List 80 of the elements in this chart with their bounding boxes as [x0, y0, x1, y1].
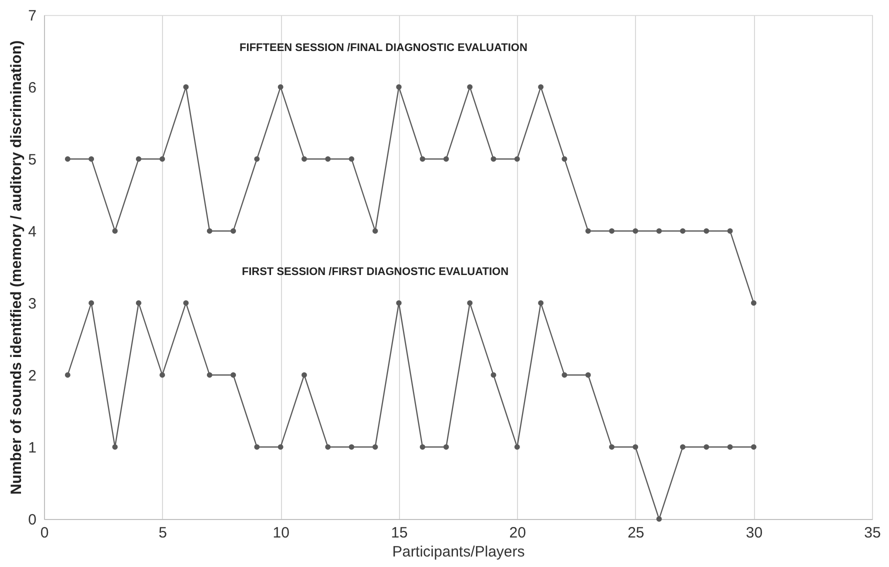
point: [206, 372, 212, 378]
point: [112, 444, 118, 450]
point: [348, 444, 354, 450]
point: [278, 444, 284, 450]
point: [680, 228, 686, 234]
point: [88, 156, 94, 162]
x-tick-label: 30: [746, 524, 763, 542]
point: [656, 228, 662, 234]
point: [443, 156, 449, 162]
point: [632, 228, 638, 234]
point: [680, 444, 686, 450]
x-tick-label: 5: [158, 524, 167, 542]
y-tick-label: 3: [28, 296, 36, 312]
point: [112, 228, 118, 234]
point: [278, 84, 284, 90]
point: [750, 300, 756, 306]
point: [490, 372, 496, 378]
point: [301, 372, 307, 378]
point: [467, 84, 473, 90]
point: [538, 84, 544, 90]
point: [727, 444, 733, 450]
point: [254, 444, 260, 450]
y-tick-label: 4: [28, 224, 36, 240]
point: [704, 228, 710, 234]
point: [538, 300, 544, 306]
point: [656, 516, 662, 522]
point: [514, 444, 520, 450]
y-tick-label: 2: [28, 368, 36, 384]
point: [64, 156, 70, 162]
point: [206, 228, 212, 234]
x-tick-label: 25: [628, 524, 644, 542]
point: [64, 372, 70, 378]
point: [136, 300, 142, 306]
point: [230, 228, 236, 234]
point: [609, 228, 615, 234]
y-tick-label: 0: [28, 512, 36, 528]
point: [750, 444, 756, 450]
point: [443, 444, 449, 450]
point: [396, 84, 402, 90]
point: [254, 156, 260, 162]
y-tick-label: 7: [28, 8, 36, 24]
point: [632, 444, 638, 450]
point: [325, 156, 331, 162]
y-tick-label: 5: [28, 152, 36, 168]
x-tick-label: 20: [509, 524, 526, 542]
point: [420, 444, 426, 450]
point: [704, 444, 710, 450]
point: [562, 372, 568, 378]
point: [160, 372, 166, 378]
point: [420, 156, 426, 162]
x-tick-label: 35: [864, 524, 881, 542]
point: [372, 228, 378, 234]
point: [88, 300, 94, 306]
point: [562, 156, 568, 162]
point: [372, 444, 378, 450]
annotation: FIFFTEEN SESSION /FINAL DIAGNOSTIC EVALUATION: [240, 42, 528, 54]
point: [514, 156, 520, 162]
x-tick-label: 15: [391, 524, 408, 542]
point: [467, 300, 473, 306]
x-tick-label: 0: [40, 524, 49, 542]
y-tick-label: 6: [28, 80, 36, 96]
point: [727, 228, 733, 234]
y-tick-label: 1: [28, 440, 36, 456]
point: [183, 84, 189, 90]
point: [230, 372, 236, 378]
point: [325, 444, 331, 450]
point: [136, 156, 142, 162]
point: [490, 156, 496, 162]
x-tick-label: 10: [272, 524, 290, 542]
point: [609, 444, 615, 450]
point: [585, 228, 591, 234]
annotation: FIRST SESSION /FIRST DIAGNOSTIC EVALUATION: [242, 266, 509, 278]
point: [160, 156, 166, 162]
x-axis-title: Participants/Players: [392, 544, 525, 560]
point: [183, 300, 189, 306]
point: [348, 156, 354, 162]
point: [585, 372, 591, 378]
y-axis-title: Number of sounds identified (memory / auditory discrimination): [8, 40, 26, 495]
point: [301, 156, 307, 162]
point: [396, 300, 402, 306]
